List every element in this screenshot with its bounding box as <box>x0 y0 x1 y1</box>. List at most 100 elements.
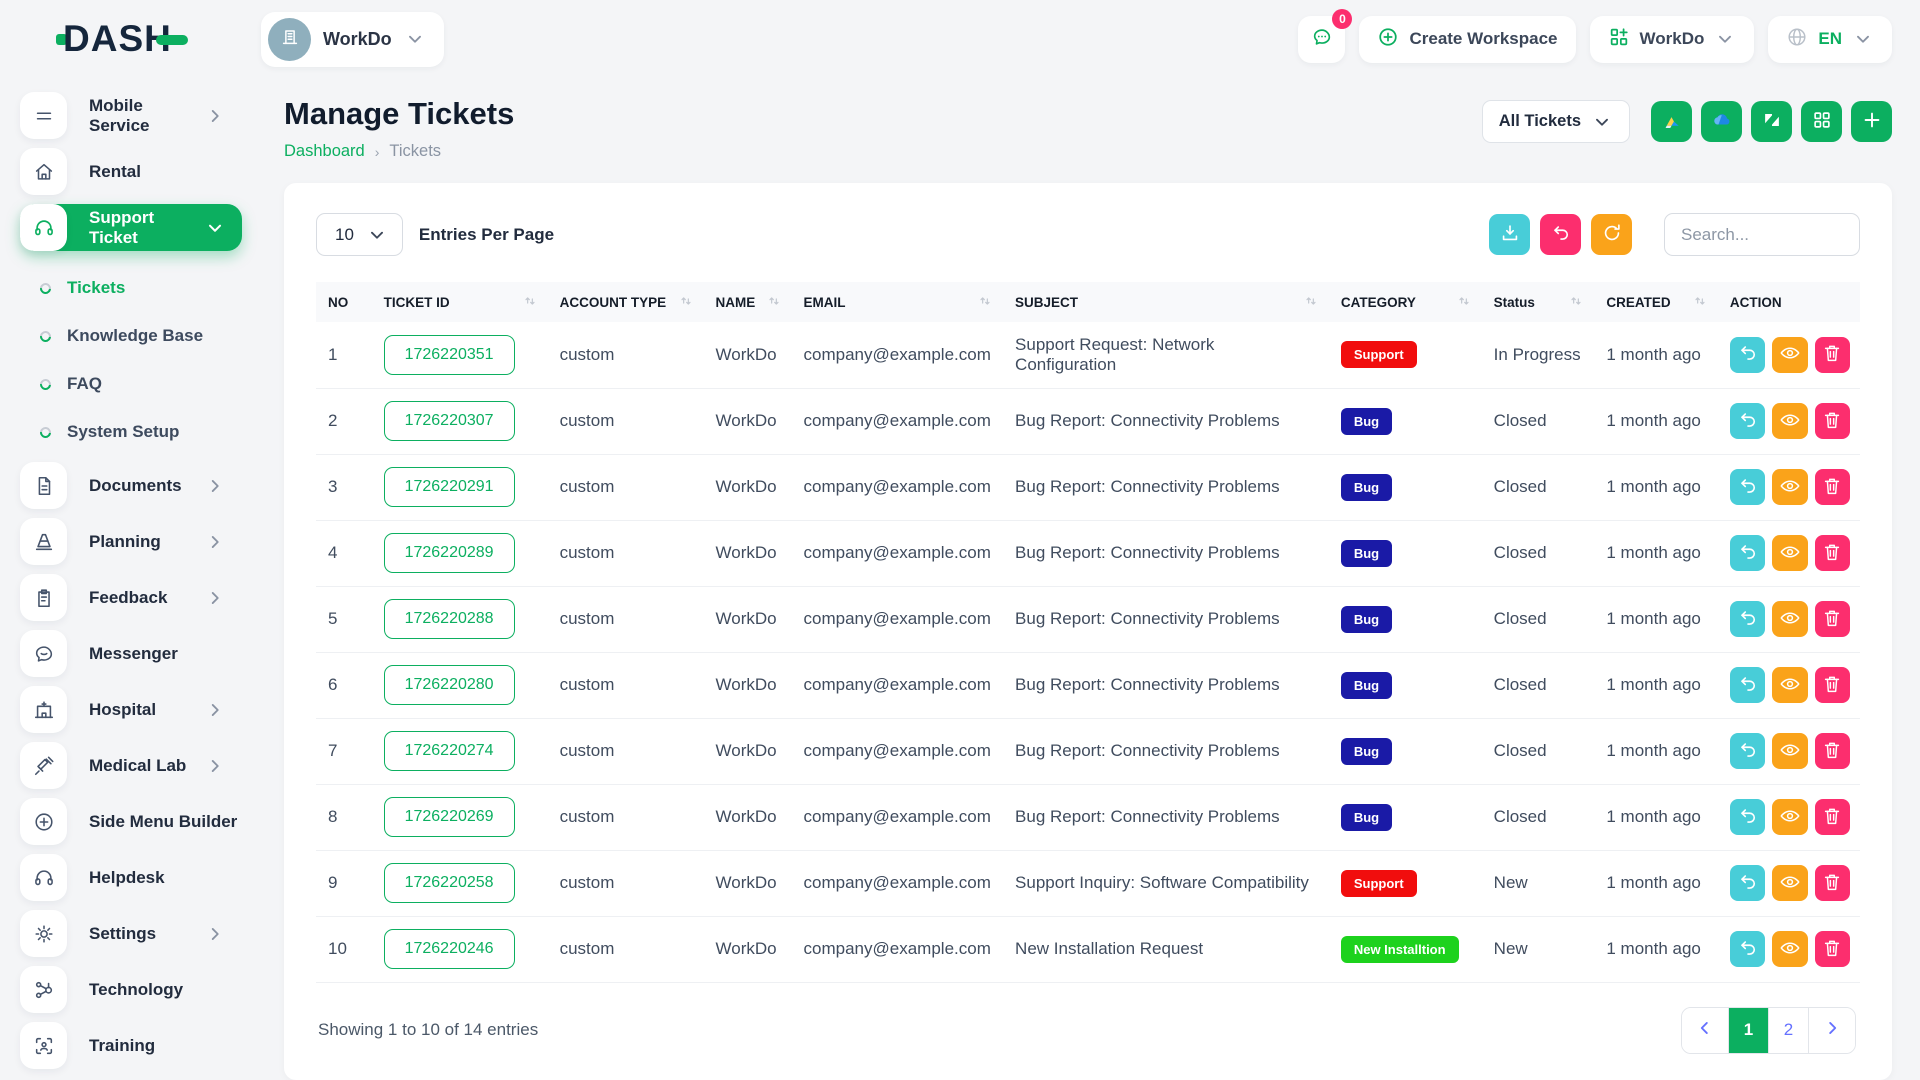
trash-action-button[interactable] <box>1814 931 1851 967</box>
eye-action-button[interactable] <box>1772 601 1808 637</box>
eye-action-button[interactable] <box>1772 535 1808 571</box>
ticket-id-button[interactable]: 1726220351 <box>383 334 515 375</box>
refresh-button[interactable] <box>1591 214 1632 255</box>
sidebar-item-helpdesk[interactable]: Helpdesk <box>20 854 242 901</box>
trash-action-button[interactable] <box>1814 535 1851 571</box>
sidebar-item-rental[interactable]: Rental <box>20 148 242 195</box>
undo-action-button[interactable] <box>1729 865 1766 901</box>
pagination-page-1[interactable]: 1 <box>1728 1007 1768 1053</box>
trash-action-button[interactable] <box>1814 469 1851 505</box>
sidebar-item-side-menu-builder[interactable]: Side Menu Builder <box>20 798 242 845</box>
zendesk-button[interactable] <box>1751 101 1792 142</box>
eye-action-button[interactable] <box>1772 733 1808 769</box>
column-header-created[interactable]: CREATED <box>1594 282 1718 322</box>
plus-button[interactable] <box>1851 101 1892 142</box>
sidebar-item-settings[interactable]: Settings <box>20 910 242 957</box>
ticket-id-button[interactable]: 1726220280 <box>383 665 515 705</box>
eye-action-button[interactable] <box>1772 667 1808 703</box>
undo-action-button[interactable] <box>1729 535 1766 571</box>
column-header-name[interactable]: NAME <box>703 282 792 322</box>
sidebar-item-label: Documents <box>89 475 182 495</box>
sidebar-item-feedback[interactable]: Feedback <box>20 574 242 621</box>
ticket-id-button[interactable]: 1726220291 <box>383 467 515 507</box>
language-selector[interactable]: EN <box>1768 15 1892 63</box>
sidebar-subitem-tickets[interactable]: Tickets <box>20 264 258 312</box>
ticket-id-button[interactable]: 1726220258 <box>383 863 515 903</box>
eye-action-button[interactable] <box>1772 865 1808 901</box>
export-button[interactable] <box>1489 214 1530 255</box>
sort-icon[interactable] <box>678 293 694 312</box>
sidebar-subitem-faq[interactable]: FAQ <box>20 360 258 408</box>
cell-email: company@example.com <box>791 784 1004 851</box>
onedrive-button[interactable] <box>1701 101 1742 142</box>
sidebar-item-training[interactable]: Training <box>20 1022 242 1069</box>
column-header-category[interactable]: CATEGORY <box>1328 282 1482 322</box>
sort-icon[interactable] <box>522 293 538 312</box>
undo-action-button[interactable] <box>1729 733 1766 769</box>
sidebar-item-medical-lab[interactable]: Medical Lab <box>20 742 242 789</box>
create-workspace-button[interactable]: Create Workspace <box>1359 15 1576 63</box>
sort-icon[interactable] <box>1568 293 1584 312</box>
sidebar-subitem-knowledge-base[interactable]: Knowledge Base <box>20 312 258 360</box>
undo-action-button[interactable] <box>1729 336 1766 373</box>
ticket-id-button[interactable]: 1726220269 <box>383 797 515 837</box>
sidebar-item-planning[interactable]: Planning <box>20 518 242 565</box>
sidebar-item-mobile-service[interactable]: Mobile Service <box>20 92 242 139</box>
sidebar-subitem-label: FAQ <box>67 374 102 393</box>
google-drive-button[interactable] <box>1651 101 1692 142</box>
reset-button[interactable] <box>1540 214 1581 255</box>
eye-action-button[interactable] <box>1772 931 1808 967</box>
grid-button[interactable] <box>1801 101 1842 142</box>
column-header-account-type[interactable]: ACCOUNT TYPE <box>547 282 704 322</box>
sort-icon[interactable] <box>1303 293 1319 312</box>
sort-icon[interactable] <box>977 293 993 312</box>
sort-icon[interactable] <box>1456 293 1472 312</box>
sidebar-item-hospital[interactable]: Hospital <box>20 686 242 733</box>
eye-action-button[interactable] <box>1772 403 1808 439</box>
ticket-id-button[interactable]: 1726220274 <box>383 731 515 771</box>
trash-action-button[interactable] <box>1814 733 1851 769</box>
pagination-page-2[interactable]: 2 <box>1768 1007 1808 1053</box>
sidebar-item-technology[interactable]: Technology <box>20 966 242 1013</box>
undo-action-button[interactable] <box>1729 667 1766 703</box>
breadcrumb-dashboard-link[interactable]: Dashboard <box>284 142 365 160</box>
eye-action-button[interactable] <box>1772 799 1808 835</box>
pagination-next-button[interactable] <box>1808 1007 1855 1053</box>
sidebar-item-messenger[interactable]: Messenger <box>20 630 242 677</box>
trash-action-button[interactable] <box>1814 403 1851 439</box>
undo-action-button[interactable] <box>1729 799 1766 835</box>
undo-action-button[interactable] <box>1729 403 1766 439</box>
ticket-id-button[interactable]: 1726220246 <box>383 929 515 969</box>
column-header-ticket-id[interactable]: TICKET ID <box>371 282 548 322</box>
eye-action-button[interactable] <box>1772 336 1808 373</box>
column-header-status[interactable]: Status <box>1481 282 1595 322</box>
pagination-prev-button[interactable] <box>1682 1007 1728 1053</box>
ticket-id-button[interactable]: 1726220307 <box>383 401 515 441</box>
column-header-email[interactable]: EMAIL <box>791 282 1004 322</box>
search-input[interactable] <box>1664 213 1860 256</box>
eye-action-button[interactable] <box>1772 469 1808 505</box>
undo-action-button[interactable] <box>1729 469 1766 505</box>
column-header-subject[interactable]: SUBJECT <box>1003 282 1329 322</box>
ticket-id-button[interactable]: 1726220288 <box>383 599 515 639</box>
undo-action-button[interactable] <box>1729 601 1766 637</box>
sidebar-item-support-ticket[interactable]: Support Ticket <box>20 204 242 251</box>
trash-action-button[interactable] <box>1814 799 1851 835</box>
cell-subject: Bug Report: Connectivity Problems <box>1003 652 1329 719</box>
sidebar-subitem-system-setup[interactable]: System Setup <box>20 408 258 456</box>
ticket-id-button[interactable]: 1726220289 <box>383 533 515 573</box>
sort-icon[interactable] <box>766 293 782 312</box>
download-icon <box>1499 222 1521 247</box>
app-switcher[interactable]: WorkDo <box>1589 15 1755 63</box>
trash-action-button[interactable] <box>1814 336 1851 373</box>
trash-action-button[interactable] <box>1814 601 1851 637</box>
ticket-filter-select[interactable]: All Tickets <box>1481 100 1630 143</box>
chat-button[interactable]: 0 <box>1298 8 1353 63</box>
trash-action-button[interactable] <box>1814 667 1851 703</box>
trash-action-button[interactable] <box>1814 865 1851 901</box>
entries-per-page-select[interactable]: 10 <box>316 213 403 256</box>
workspace-selector[interactable]: WorkDo <box>261 11 444 67</box>
sidebar-item-documents[interactable]: Documents <box>20 462 242 509</box>
sort-icon[interactable] <box>1692 293 1708 312</box>
undo-action-button[interactable] <box>1729 931 1766 967</box>
